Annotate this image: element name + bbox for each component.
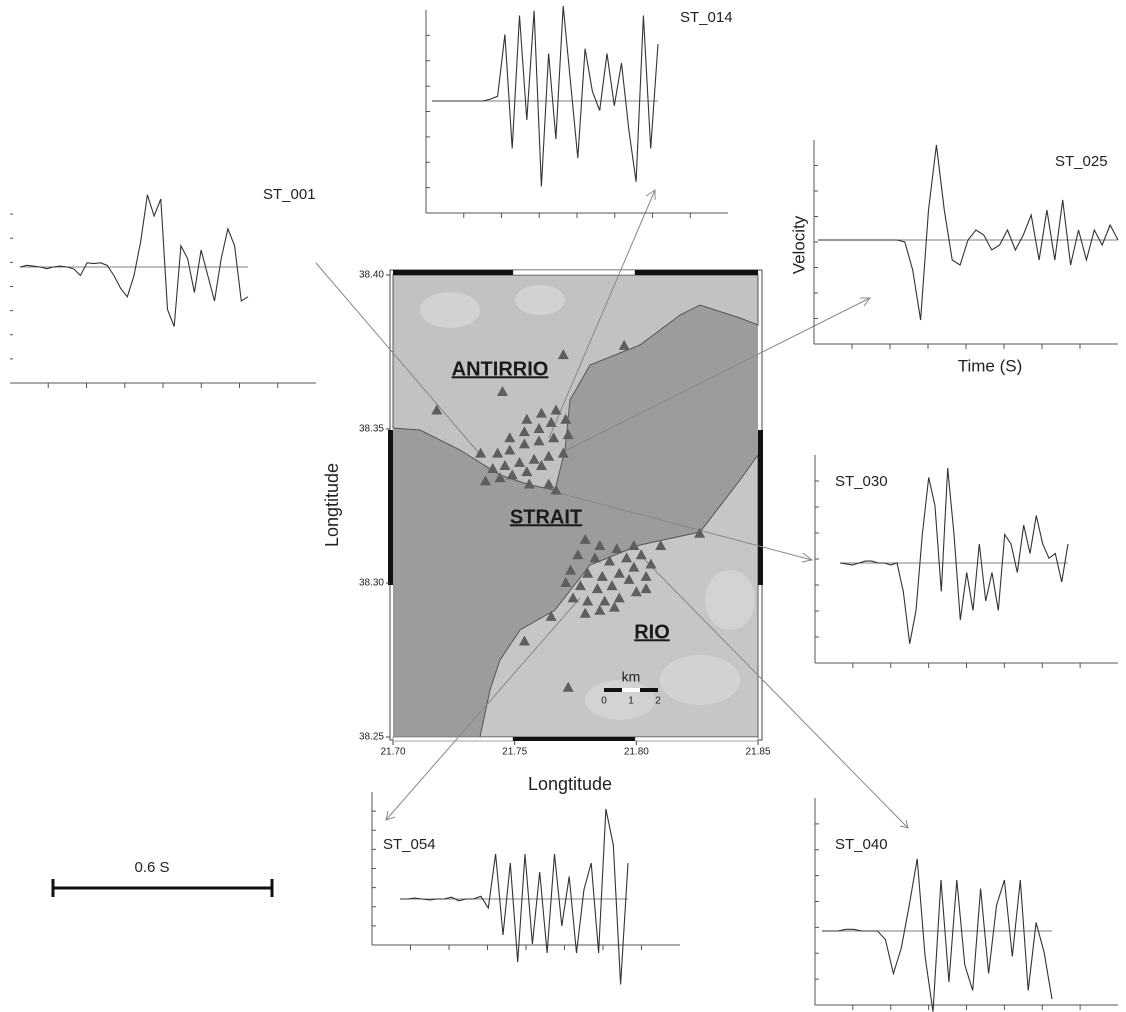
waveform	[20, 195, 248, 327]
figure: 0.6 S 21.70 21.75 21.80 21.85 38.25 38.30 38.3…	[0, 0, 1126, 1012]
station-title: ST_030	[835, 473, 888, 490]
waveform	[818, 145, 1118, 320]
x-tick-label: 21.80	[624, 747, 649, 758]
waveform	[822, 859, 1052, 1012]
x-tick-label: 21.70	[380, 747, 405, 758]
place-label: STRAIT	[510, 506, 582, 528]
place-label: ANTIRRIO	[452, 358, 549, 380]
station-title: ST_054	[383, 836, 436, 853]
time-scale-label: 0.6 S	[134, 859, 169, 876]
waveform	[840, 468, 1068, 644]
station-title: ST_014	[680, 9, 733, 26]
waveform	[432, 6, 658, 187]
km-tick: 0	[601, 696, 607, 707]
place-label: RIO	[634, 621, 670, 643]
y-axis-label: Velocity	[789, 215, 808, 274]
y-axis-label: Longtitude	[322, 463, 342, 547]
x-tick-label: 21.75	[502, 747, 527, 758]
time-scale-bar	[53, 879, 272, 897]
y-tick-label: 38.30	[359, 578, 384, 589]
km-scale	[604, 688, 658, 692]
station-title: ST_025	[1055, 153, 1108, 170]
y-tick-label: 38.25	[359, 732, 384, 743]
station-title: ST_040	[835, 836, 888, 853]
km-unit: km	[622, 669, 641, 685]
y-tick-label: 38.40	[359, 270, 384, 281]
x-axis-label: Longtitude	[528, 774, 612, 794]
station-title: ST_001	[263, 186, 316, 203]
x-tick-label: 21.85	[745, 747, 770, 758]
x-axis-label: Time (S)	[958, 356, 1023, 375]
km-tick: 1	[628, 696, 634, 707]
y-tick-label: 38.35	[359, 424, 384, 435]
km-tick: 2	[655, 696, 661, 707]
